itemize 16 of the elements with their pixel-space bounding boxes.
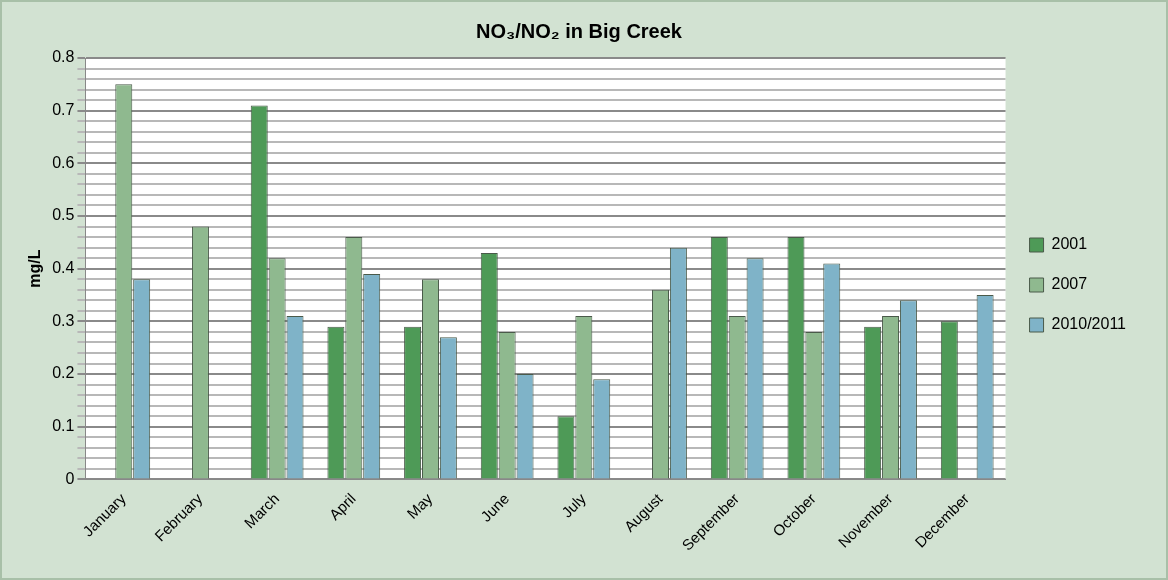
- y-axis-title: mg/L: [26, 249, 44, 288]
- x-tick-label: May: [403, 489, 436, 522]
- legend-label: 2007: [1051, 275, 1088, 293]
- y-tick-label: 0.7: [52, 101, 75, 119]
- x-tick-label: July: [557, 489, 590, 521]
- y-tick-label: 0.2: [52, 364, 75, 382]
- legend-label: 2010/2011: [1051, 315, 1127, 333]
- y-tick-label: 0.1: [52, 417, 75, 435]
- y-tick-label: 0.6: [52, 153, 75, 171]
- y-tick-label: 0.5: [52, 206, 75, 224]
- y-tick-label: 0: [65, 469, 75, 487]
- legend-label: 2001: [1051, 235, 1088, 253]
- y-tick-label: 0.4: [52, 259, 75, 277]
- y-tick-label: 0.3: [52, 311, 75, 329]
- chart-title: NO₃/NO₂ in Big Creek: [476, 19, 683, 42]
- y-tick-label: 0.8: [52, 48, 75, 66]
